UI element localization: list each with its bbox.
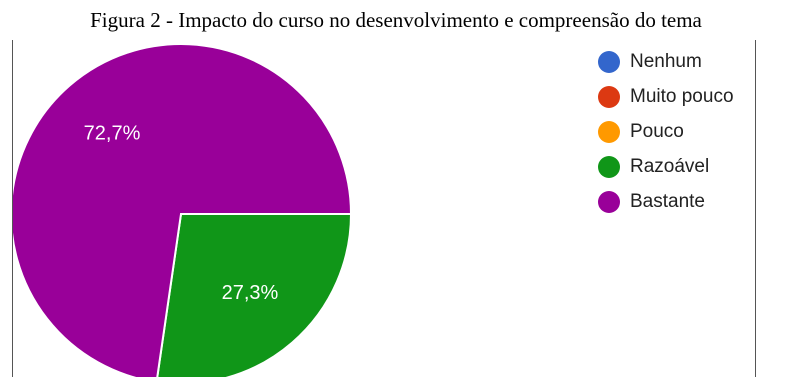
legend-item-pouco: Pouco [598, 114, 734, 149]
legend-swatch [598, 155, 620, 178]
legend-label: Nenhum [630, 50, 702, 72]
pie-value-label-razoavel: 27,3% [222, 282, 279, 304]
legend-label: Razoável [630, 155, 710, 177]
pie-slice-razoavel [156, 213, 353, 377]
legend-swatch [598, 50, 620, 73]
legend-label: Bastante [630, 190, 705, 212]
legend-label: Pouco [630, 120, 684, 142]
right-border-line [755, 40, 756, 377]
legend-swatch [598, 190, 620, 213]
legend-item-bastante: Bastante [598, 184, 734, 219]
legend-label: Muito pouco [630, 85, 734, 107]
pie-slice-bastante [13, 43, 353, 377]
figure-caption: Figura 2 - Impacto do curso no desenvolv… [90, 8, 702, 32]
chart-legend: Nenhum Muito pouco Pouco Razoável Bastante [598, 44, 734, 219]
legend-swatch [598, 85, 620, 108]
legend-swatch [598, 120, 620, 143]
pie-value-label-bastante: 72,7% [84, 123, 141, 145]
pie-chart: 27,3% 72,7% [13, 43, 353, 377]
chart-panel: 27,3% 72,7% Nenhum Muito pouco Pouco Razoáve… [0, 40, 792, 377]
legend-item-razoavel: Razoável [598, 149, 734, 184]
left-border-line [12, 40, 13, 377]
legend-item-muito-pouco: Muito pouco [598, 79, 734, 114]
legend-item-nenhum: Nenhum [598, 44, 734, 79]
